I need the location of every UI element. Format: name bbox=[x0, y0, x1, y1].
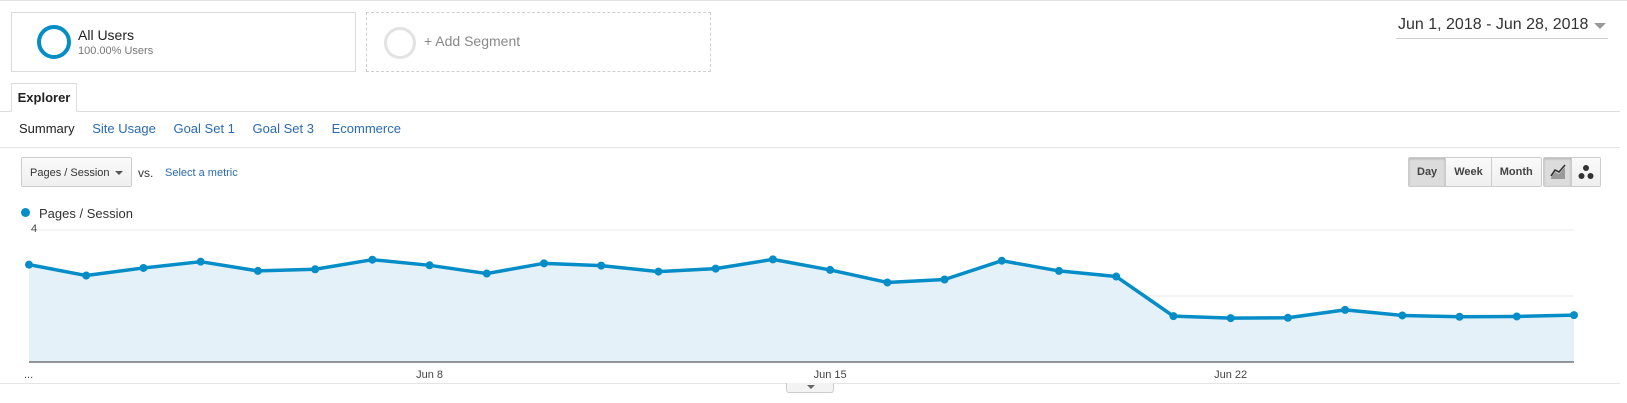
data-point bbox=[597, 261, 606, 270]
add-segment-label: + Add Segment bbox=[424, 33, 521, 49]
chevron-down-icon bbox=[807, 385, 815, 389]
report-subnav: Summary Site Usage Goal Set 1 Goal Set 3… bbox=[19, 121, 415, 136]
day-button[interactable]: Day bbox=[1409, 158, 1447, 186]
metric-dropdown[interactable]: Pages / Session bbox=[21, 157, 132, 187]
data-point bbox=[1455, 312, 1464, 321]
time-granularity-group: Day Week Month bbox=[1408, 157, 1542, 187]
data-point bbox=[883, 278, 892, 287]
line-chart-icon bbox=[1550, 164, 1566, 179]
chevron-down-icon bbox=[115, 171, 123, 175]
series-area bbox=[29, 259, 1574, 362]
data-point bbox=[1226, 314, 1235, 323]
month-button[interactable]: Month bbox=[1491, 158, 1541, 186]
add-segment-button[interactable]: + Add Segment bbox=[366, 12, 711, 72]
data-point bbox=[1169, 312, 1178, 321]
data-point bbox=[368, 255, 377, 264]
data-point bbox=[196, 257, 205, 266]
top-border bbox=[0, 0, 1627, 1]
chevron-down-icon bbox=[1594, 23, 1606, 29]
data-point bbox=[311, 265, 320, 274]
legend-label: Pages / Session bbox=[39, 206, 133, 221]
legend-dot bbox=[21, 208, 30, 217]
tab-explorer[interactable]: Explorer bbox=[11, 83, 77, 112]
subnav-divider bbox=[0, 147, 1620, 148]
week-button[interactable]: Week bbox=[1446, 158, 1492, 186]
data-point bbox=[1341, 305, 1350, 314]
chart-type-group bbox=[1543, 157, 1601, 187]
data-point bbox=[482, 269, 491, 278]
data-point bbox=[139, 263, 148, 272]
select-metric-link[interactable]: Select a metric bbox=[165, 167, 238, 179]
data-point bbox=[997, 256, 1006, 265]
data-point bbox=[1112, 272, 1121, 281]
add-segment-ring-icon bbox=[384, 27, 416, 59]
x-tick-label: Jun 8 bbox=[416, 369, 443, 381]
line-chart-button[interactable] bbox=[1544, 158, 1573, 186]
data-point bbox=[826, 265, 835, 274]
subnav-goal-set-1[interactable]: Goal Set 1 bbox=[173, 121, 235, 136]
subnav-goal-set-3[interactable]: Goal Set 3 bbox=[252, 121, 314, 136]
data-point bbox=[1055, 266, 1063, 275]
data-point bbox=[25, 260, 33, 269]
date-range-picker[interactable]: Jun 1, 2018 - Jun 28, 2018 bbox=[1396, 14, 1608, 39]
data-point bbox=[768, 255, 777, 264]
data-point bbox=[425, 261, 434, 270]
data-point bbox=[654, 267, 663, 276]
x-tick-label: ... bbox=[24, 369, 33, 381]
segment-subtitle: 100.00% Users bbox=[78, 45, 154, 57]
y-tick-label: 4 bbox=[31, 223, 37, 235]
data-point bbox=[940, 275, 949, 284]
tab-bar-line bbox=[0, 111, 1620, 112]
data-point bbox=[253, 266, 262, 275]
series-line bbox=[28, 257, 1575, 320]
x-tick-label: Jun 15 bbox=[814, 369, 847, 381]
data-point bbox=[1570, 311, 1578, 320]
data-point bbox=[1512, 312, 1521, 321]
x-tick-label: Jun 22 bbox=[1214, 369, 1247, 381]
date-range-label: Jun 1, 2018 - Jun 28, 2018 bbox=[1398, 16, 1589, 33]
metric-dropdown-label: Pages / Session bbox=[30, 167, 110, 179]
data-point bbox=[711, 264, 720, 273]
data-point bbox=[540, 259, 548, 268]
subnav-summary[interactable]: Summary bbox=[19, 121, 75, 136]
data-point bbox=[1283, 313, 1292, 322]
segment-ring-icon bbox=[37, 25, 71, 59]
vs-label: vs. bbox=[138, 166, 154, 180]
motion-chart-button[interactable] bbox=[1572, 158, 1600, 186]
data-point bbox=[82, 271, 91, 280]
collapse-chart-toggle[interactable] bbox=[786, 383, 834, 393]
subnav-site-usage[interactable]: Site Usage bbox=[92, 121, 156, 136]
motion-chart-icon bbox=[1578, 165, 1594, 179]
segment-name: All Users bbox=[78, 27, 135, 43]
segment-card-all-users[interactable]: All Users 100.00% Users bbox=[11, 12, 356, 72]
chart-legend: Pages / Session bbox=[21, 206, 133, 221]
data-point bbox=[1398, 311, 1407, 320]
subnav-ecommerce[interactable]: Ecommerce bbox=[331, 121, 401, 136]
